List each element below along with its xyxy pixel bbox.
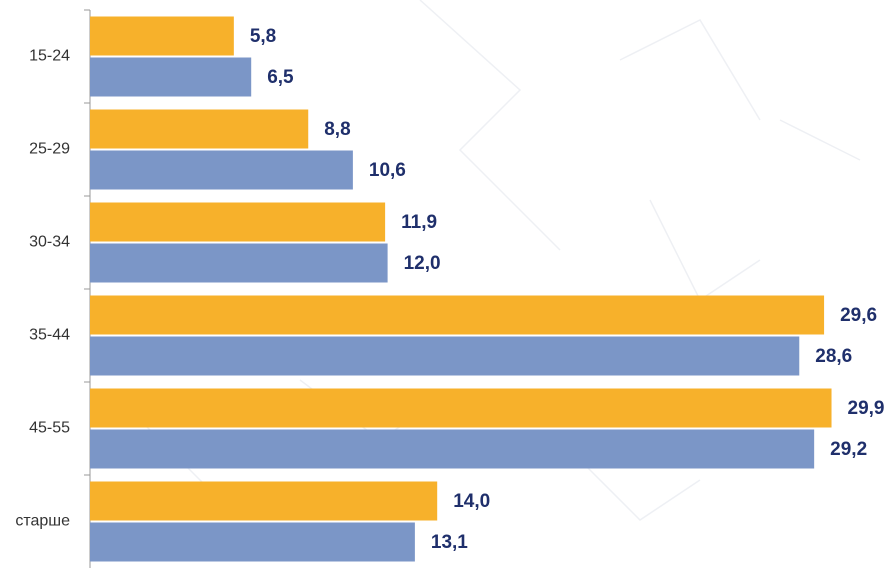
bar	[90, 150, 353, 190]
bar	[90, 522, 415, 562]
value-label: 8,8	[324, 119, 350, 140]
bar	[90, 202, 386, 242]
value-label: 29,9	[848, 398, 885, 419]
bar	[90, 16, 234, 56]
value-label: 10,6	[369, 160, 406, 181]
bar	[90, 295, 825, 335]
value-label: 29,2	[830, 439, 867, 460]
value-label: 14,0	[453, 491, 490, 512]
y-tick-label: 30-34	[29, 234, 70, 251]
bar	[90, 57, 252, 97]
y-tick-label: старше	[15, 513, 70, 530]
value-label: 11,9	[401, 212, 437, 233]
bar	[90, 109, 309, 149]
value-label: 28,6	[815, 346, 852, 367]
value-label: 6,5	[267, 67, 294, 88]
y-tick-label: 15-24	[29, 48, 70, 65]
y-tick-label: 45-55	[29, 420, 70, 437]
value-label: 13,1	[431, 532, 468, 553]
y-tick-label: 35-44	[29, 327, 70, 344]
value-label: 29,6	[840, 305, 877, 326]
bar	[90, 336, 800, 376]
bar	[90, 388, 832, 428]
value-label: 12,0	[404, 253, 441, 274]
y-tick-label: 25-29	[29, 141, 70, 158]
bar	[90, 243, 388, 283]
bar	[90, 429, 815, 469]
bar	[90, 481, 438, 521]
value-label: 5,8	[250, 26, 276, 47]
